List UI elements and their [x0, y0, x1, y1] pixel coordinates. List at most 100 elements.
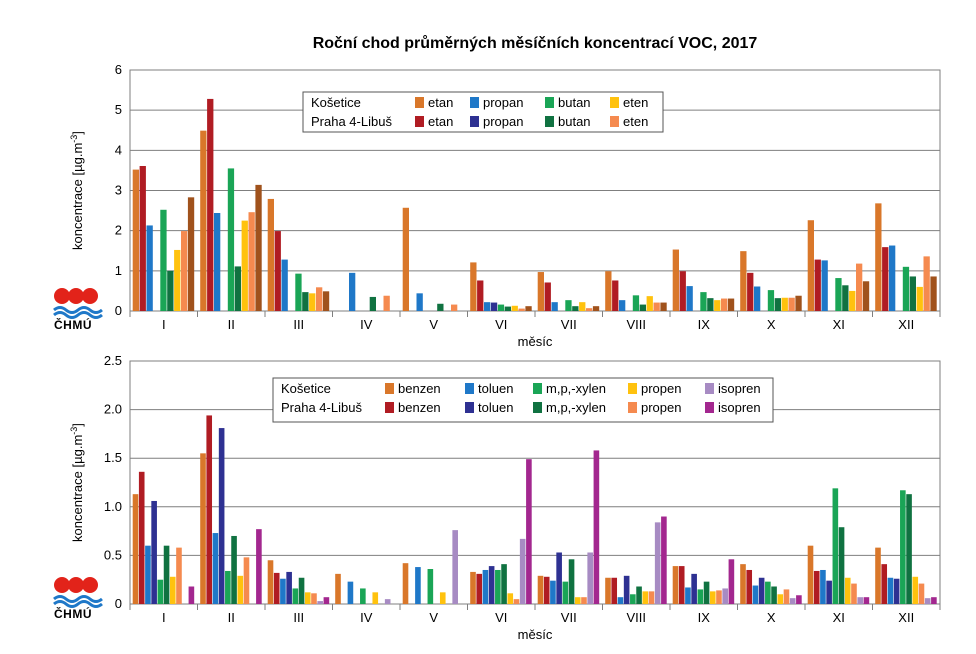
- bar-butan-XII: [902, 266, 910, 311]
- bar-benzen-III: [273, 572, 280, 604]
- legend-series-label: benzen: [398, 400, 441, 415]
- bar-propan-VI: [484, 302, 491, 311]
- legend-box: [272, 377, 774, 423]
- bar-propan-IV: [349, 272, 356, 311]
- bar-butan-XI: [842, 285, 849, 311]
- y-axis-label: koncentrace [µg.m-3]: [69, 131, 85, 250]
- bar-m,p,-xylen-I: [157, 579, 164, 604]
- chmu-logo-text: ČHMÚ: [54, 607, 92, 621]
- bar-m,p,-xylen-III: [298, 577, 305, 604]
- bar-propan-II: [214, 212, 221, 311]
- bar-eten-VI: [518, 308, 525, 311]
- legend-swatch: [705, 402, 714, 413]
- legend-station-label: Praha 4-Libuš: [311, 114, 392, 129]
- bar-propen-X: [777, 594, 784, 604]
- bar-m,p,-xylen-XII: [900, 490, 906, 604]
- bar-isopren-VIII: [654, 522, 661, 604]
- chart-title: Roční chod průměrných měsíčních koncentr…: [312, 35, 758, 52]
- x-axis-label: měsíc: [518, 334, 553, 349]
- bar-toluen-II: [218, 428, 225, 604]
- bar-eten-VIII: [646, 296, 653, 311]
- bar-m,p,-xylen-VIII: [630, 594, 636, 604]
- bar-eten-X: [788, 297, 795, 311]
- legend-series-label: benzen: [398, 381, 441, 396]
- bar-propen-X: [783, 589, 790, 604]
- bar-series-III: [322, 291, 330, 311]
- bar-eten-VIII: [653, 302, 660, 311]
- x-tick-label: VII: [561, 610, 577, 625]
- legend-swatch: [470, 116, 479, 127]
- bar-propen-XII: [918, 583, 925, 604]
- legend-series-label: butan: [558, 95, 591, 110]
- bar-m,p,-xylen-VI: [501, 564, 507, 604]
- bar-butan-III: [295, 273, 302, 311]
- bar-butan-III: [302, 292, 309, 311]
- legend-series-label: etan: [428, 95, 453, 110]
- bar-benzen-VI: [476, 573, 483, 604]
- x-tick-label: III: [293, 317, 304, 332]
- legend-swatch: [385, 402, 394, 413]
- bar-eten-XII: [923, 256, 930, 311]
- bar-m,p,-xylen-II: [231, 535, 237, 604]
- bar-etan-I: [139, 165, 146, 311]
- y-tick-label: 0: [115, 303, 122, 318]
- bar-m,p,-xylen-VI: [495, 569, 501, 604]
- bar-butan-VI: [504, 306, 511, 311]
- bar-butan-VII: [572, 306, 579, 311]
- bar-toluen-VIII: [617, 597, 624, 604]
- bar-propan-VII: [551, 302, 558, 311]
- chmu-logo-top: ČHMÚ: [52, 286, 112, 334]
- bar-isopren-II: [256, 529, 262, 604]
- bar-propen-V: [439, 592, 446, 604]
- bar-m,p,-xylen-III: [292, 588, 299, 604]
- bar-eten-VI: [511, 305, 518, 311]
- bar-propen-I: [169, 576, 176, 604]
- bar-series-XII: [930, 276, 937, 311]
- bar-butan-I: [167, 270, 174, 311]
- x-tick-label: III: [293, 610, 304, 625]
- bar-isopren-XII: [931, 597, 937, 604]
- legend-swatch: [628, 402, 637, 413]
- y-tick-label: 0: [115, 596, 122, 611]
- x-axis-label: měsíc: [518, 627, 553, 642]
- bar-propen-II: [237, 575, 244, 604]
- bar-m,p,-xylen-I: [163, 545, 170, 604]
- bar-toluen-XI: [826, 580, 832, 604]
- bar-benzen-VII: [537, 575, 544, 604]
- bar-propen-VIII: [642, 591, 649, 604]
- x-tick-label: VI: [495, 610, 507, 625]
- y-tick-label: 2.5: [104, 353, 122, 368]
- bar-toluen-III: [280, 578, 286, 604]
- bar-m,p,-xylen-IV: [360, 588, 366, 604]
- bar-series-VI: [525, 306, 532, 311]
- legend-swatch: [705, 383, 714, 394]
- chmu-logo-bottom: ČHMÚ: [52, 575, 112, 623]
- legend-series-label: butan: [558, 114, 591, 129]
- legend-series-label: toluen: [478, 400, 513, 415]
- bar-isopren-X: [796, 595, 802, 604]
- bar-toluen-XI: [820, 569, 826, 604]
- bar-etan-X: [747, 272, 754, 311]
- bar-isopren-IV: [384, 599, 391, 604]
- bar-eten-II: [248, 212, 255, 311]
- bar-etan-IX: [679, 271, 686, 311]
- legend: Košetice benzen toluen m,p,-xylen propen isop…: [272, 377, 774, 423]
- x-tick-label: VI: [495, 317, 507, 332]
- bar-m,p,-xylen-VII: [562, 581, 569, 604]
- legend-swatch: [533, 402, 542, 413]
- bar-butan-II: [234, 266, 241, 311]
- y-tick-label: 3: [115, 183, 122, 198]
- bar-isopren-XI: [857, 597, 863, 604]
- bar-benzen-I: [138, 471, 145, 604]
- bar-toluen-III: [286, 571, 292, 604]
- x-tick-label: XII: [898, 317, 914, 332]
- bar-isopren-VI: [526, 459, 532, 604]
- bar-benzen-III: [267, 560, 274, 604]
- legend-series-label: propen: [641, 400, 681, 415]
- bar-m,p,-xylen-IX: [697, 589, 704, 604]
- bar-isopren-VII: [587, 552, 593, 604]
- bar-isopren-III: [323, 597, 330, 604]
- bar-propen-VII: [581, 597, 587, 604]
- bar-series-X: [795, 295, 802, 311]
- bar-isopren-IX: [728, 559, 735, 604]
